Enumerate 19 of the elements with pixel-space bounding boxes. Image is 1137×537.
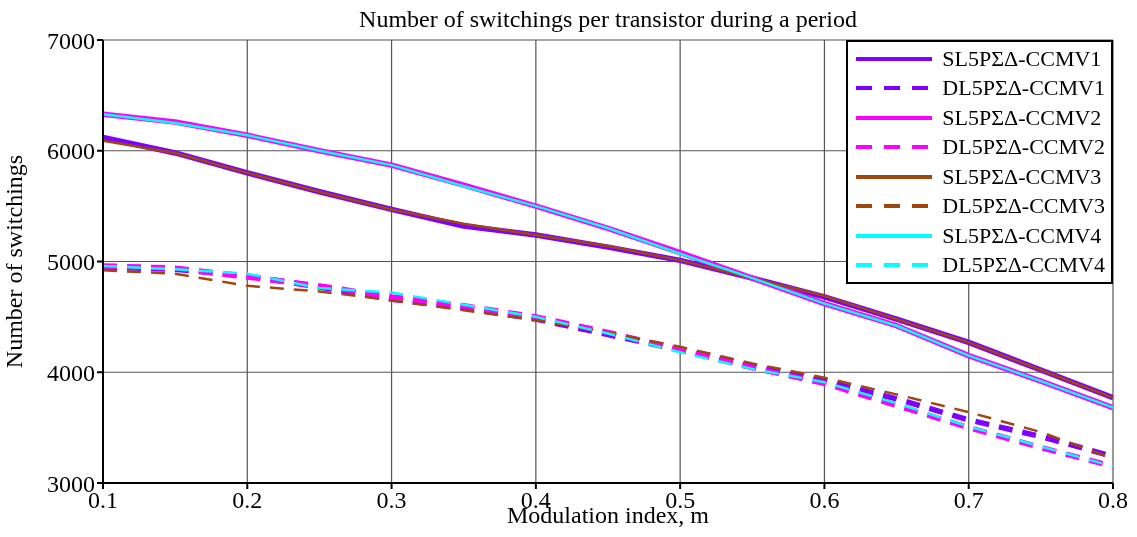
y-tick-label: 4000 [47,359,95,386]
legend-label: SL5PΣΔ-CCMV4 [942,222,1102,249]
x-tick-label: 0.8 [1098,487,1128,514]
legend-label: SL5PΣΔ-CCMV3 [942,163,1102,190]
chart-title: Number of switchings per transistor during a period [358,6,858,33]
legend-label: DL5PΣΔ-CCMV4 [942,252,1105,279]
legend-label: SL5PΣΔ-CCMV1 [942,45,1102,72]
y-axis-title: Number of switchings [0,154,27,369]
legend-label: DL5PΣΔ-CCMV1 [942,75,1105,102]
x-tick-label: 0.3 [376,487,407,514]
y-tick-label: 6000 [47,138,95,165]
legend-label: DL5PΣΔ-CCMV3 [942,193,1105,220]
legend-label: SL5PΣΔ-CCMV2 [942,104,1102,131]
x-tick-label: 0.6 [809,487,840,514]
legend-label: DL5PΣΔ-CCMV2 [942,134,1105,161]
y-tick-label: 7000 [47,27,95,54]
y-tick-label: 5000 [47,249,95,276]
x-tick-label: 0.7 [953,487,984,514]
x-tick-label: 0.2 [232,487,263,514]
